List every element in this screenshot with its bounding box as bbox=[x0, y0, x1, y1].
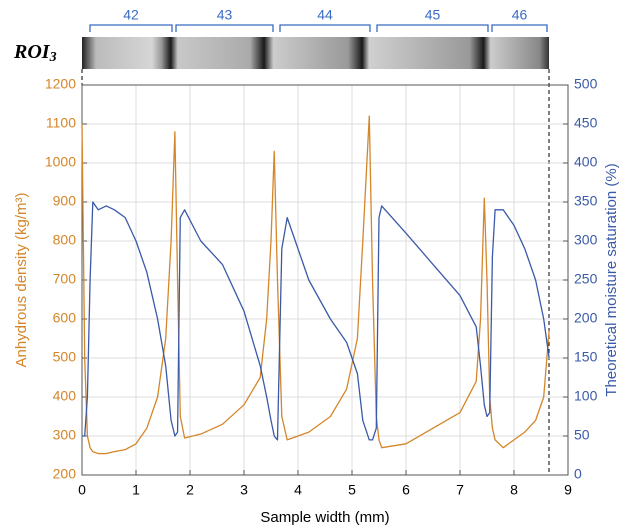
y2-tick-label: 100 bbox=[574, 388, 598, 404]
ring-label: 45 bbox=[425, 7, 441, 23]
y-tick-label: 600 bbox=[53, 310, 77, 326]
y2-tick-label: 150 bbox=[574, 349, 598, 365]
y-tick-label: 1100 bbox=[46, 115, 76, 131]
roi-strip bbox=[82, 37, 549, 69]
y-tick-label: 400 bbox=[53, 388, 77, 404]
x-tick-label: 8 bbox=[510, 482, 518, 498]
ring-bracket bbox=[376, 24, 489, 32]
y-tick-label: 200 bbox=[53, 466, 77, 482]
y-tick-label: 700 bbox=[53, 271, 77, 287]
x-tick-label: 9 bbox=[564, 482, 572, 498]
data-line bbox=[81, 115, 550, 455]
x-axis-title: Sample width (mm) bbox=[260, 509, 389, 526]
data-line bbox=[82, 201, 550, 441]
ring-label: 43 bbox=[217, 7, 233, 23]
y-tick-label: 800 bbox=[53, 232, 77, 248]
ring-bracket bbox=[175, 24, 274, 32]
y-tick-label: 1000 bbox=[45, 154, 76, 170]
strip-label: ROI3 bbox=[13, 41, 57, 66]
x-tick-label: 5 bbox=[348, 482, 356, 498]
y-tick-label: 900 bbox=[53, 193, 77, 209]
y2-tick-label: 200 bbox=[574, 310, 598, 326]
y-tick-label: 500 bbox=[53, 349, 77, 365]
y2-tick-label: 50 bbox=[574, 427, 590, 443]
x-tick-label: 6 bbox=[402, 482, 410, 498]
y2-axis-title: Theoretical moisture saturation (%) bbox=[603, 163, 620, 396]
ring-bracket bbox=[491, 24, 548, 32]
ring-bracket bbox=[89, 24, 173, 32]
ring-bracket bbox=[279, 24, 371, 32]
y2-tick-label: 450 bbox=[574, 115, 598, 131]
y-axis-title: Anhydrous density (kg/m³) bbox=[13, 192, 30, 367]
plot-area bbox=[81, 84, 569, 476]
y2-tick-label: 500 bbox=[574, 76, 598, 92]
y-tick-label: 1200 bbox=[45, 76, 76, 92]
y2-tick-label: 400 bbox=[574, 154, 598, 170]
x-tick-label: 7 bbox=[456, 482, 464, 498]
x-tick-label: 1 bbox=[132, 482, 140, 498]
y-tick-label: 300 bbox=[53, 427, 77, 443]
ring-label: 46 bbox=[512, 7, 528, 23]
y2-tick-label: 300 bbox=[574, 232, 598, 248]
ring-label: 44 bbox=[317, 7, 333, 23]
x-tick-label: 3 bbox=[240, 482, 248, 498]
x-tick-label: 4 bbox=[294, 482, 302, 498]
x-tick-label: 0 bbox=[78, 482, 86, 498]
y2-tick-label: 0 bbox=[574, 466, 582, 482]
ring-label: 42 bbox=[123, 7, 139, 23]
y2-tick-label: 350 bbox=[574, 193, 598, 209]
x-tick-label: 2 bbox=[186, 482, 194, 498]
y2-tick-label: 250 bbox=[574, 271, 598, 287]
